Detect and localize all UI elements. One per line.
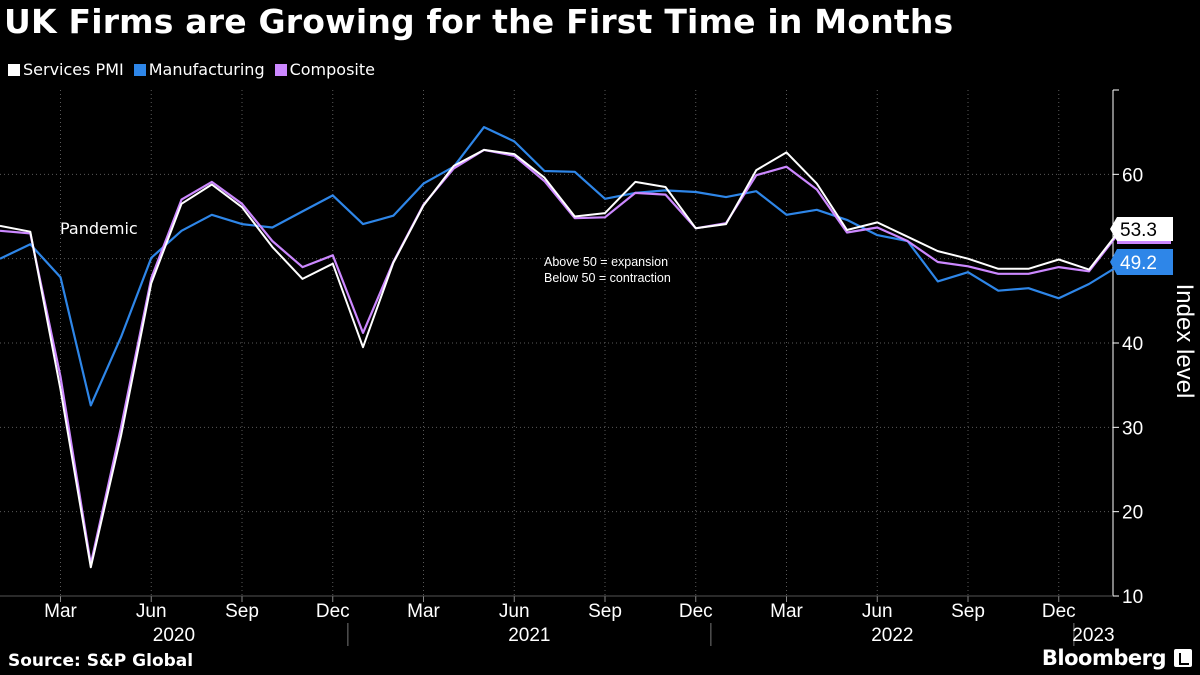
bloomberg-logo-icon xyxy=(1174,649,1192,667)
x-tick-label: Dec xyxy=(1042,601,1076,622)
source-note: Source: S&P Global xyxy=(8,651,194,671)
y-axis-title: Index level xyxy=(1171,284,1198,399)
services-pmi-line xyxy=(0,148,1121,569)
y-tick-label: 40 xyxy=(1122,334,1143,355)
legend: Services PMI Manufacturing Composite xyxy=(8,60,375,79)
x-tick-label: Mar xyxy=(44,601,77,622)
legend-swatch-composite xyxy=(274,63,287,76)
x-tick-label: Sep xyxy=(588,601,622,622)
chart-title: UK Firms are Growing for the First Time … xyxy=(4,2,954,41)
x-tick-label: Jun xyxy=(862,601,893,622)
x-tick-label: Mar xyxy=(770,601,803,622)
annotation-pandemic: Pandemic xyxy=(60,219,138,238)
annotation-contraction: Below 50 = contraction xyxy=(544,271,671,285)
x-year-label: 2020 xyxy=(153,625,195,646)
x-tick-label: Dec xyxy=(316,601,350,622)
brand: Bloomberg xyxy=(1042,646,1192,670)
end-label-services: 53.3 xyxy=(1120,220,1157,241)
end-label-services-flag xyxy=(1110,217,1173,241)
x-tick-label: Sep xyxy=(951,601,985,622)
legend-swatch-manufacturing xyxy=(133,63,146,76)
legend-swatch-services xyxy=(8,63,20,76)
x-tick-label: Dec xyxy=(679,601,713,622)
legend-item-manufacturing: Manufacturing xyxy=(133,60,265,79)
legend-label-manufacturing: Manufacturing xyxy=(148,60,265,79)
y-tick-label: 60 xyxy=(1122,165,1143,186)
end-label-manufacturing: 49.2 xyxy=(1120,253,1157,274)
x-tick-label: Sep xyxy=(225,601,259,622)
x-year-label: 2021 xyxy=(508,625,550,646)
y-tick-label: 20 xyxy=(1122,503,1143,524)
end-label-manufacturing-flag xyxy=(1110,249,1173,275)
legend-label-services: Services PMI xyxy=(23,60,124,79)
x-tick-label: Jun xyxy=(136,601,167,622)
x-tick-label: Mar xyxy=(407,601,440,622)
end-marker-composite xyxy=(1117,240,1171,244)
legend-item-composite: Composite xyxy=(274,60,375,79)
x-year-label: 2023 xyxy=(1072,625,1114,646)
y-tick-label: 10 xyxy=(1122,587,1143,608)
manufacturing-line xyxy=(0,125,1120,407)
x-tick-label: Jun xyxy=(499,601,530,622)
composite-line xyxy=(0,148,1121,566)
y-tick-label: 30 xyxy=(1122,418,1143,439)
legend-item-services: Services PMI xyxy=(8,60,124,79)
brand-name: Bloomberg xyxy=(1041,646,1167,670)
annotation-expansion: Above 50 = expansion xyxy=(544,255,668,269)
x-year-label: 2022 xyxy=(871,625,913,646)
legend-label-composite: Composite xyxy=(289,60,375,79)
